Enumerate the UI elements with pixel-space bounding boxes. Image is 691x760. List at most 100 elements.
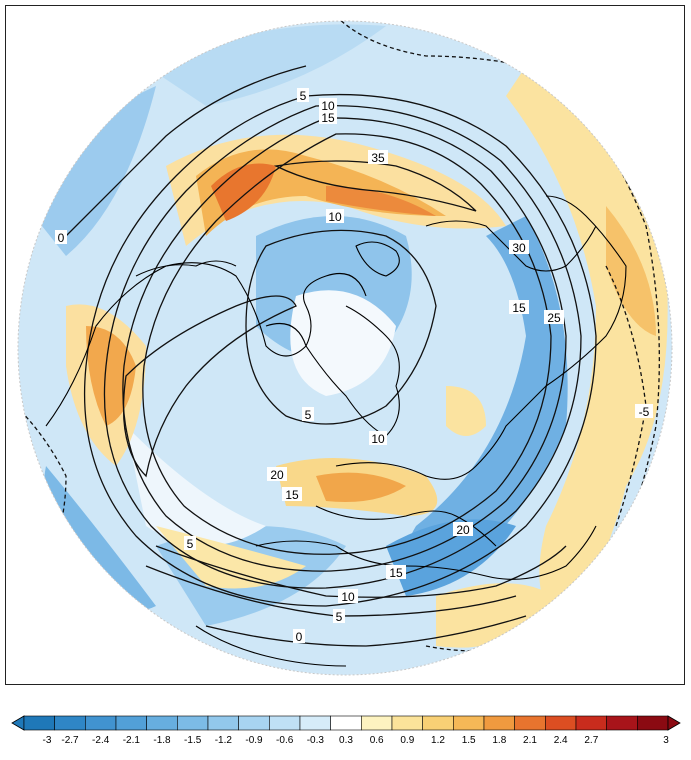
coastline-alaska [135,260,237,277]
contour-line [65,65,307,237]
colorbar-swatch [545,715,577,731]
contour-label-text: 15 [321,111,335,125]
contour-label: -5 [635,404,653,419]
contour-label: 30 [509,240,529,255]
colorbar-tick-label: -0.6 [276,735,294,746]
colorbar-tick-label: -2.7 [61,735,79,746]
contour-label: 5 [184,536,196,551]
colorbar-tick-label: -0.9 [245,735,263,746]
contour-label: 5 [302,407,314,422]
colorbar-tick-label: -2.1 [123,735,141,746]
contour-label-text: 35 [371,151,385,165]
contour-line [83,93,597,607]
colorbar-tick-label: -1.2 [215,735,233,746]
colorbar-swatch [146,715,178,731]
contour-label: 10 [338,589,358,604]
contour-line [122,295,297,478]
map-boundary [17,20,673,676]
colorbar-swatch [391,715,423,731]
coastline-africa [255,525,597,580]
contour-label: 25 [544,310,564,325]
contour-label: 0 [293,629,305,644]
contour-label-text: 10 [341,590,355,604]
colorbar-under-arrow [11,715,25,731]
pos-anomaly-pacific-core [211,163,276,221]
map-panel: 5 10 15 35 10 30 15 25 0 5 10 20 15 5 20… [5,5,685,685]
colorbar-tick-label: 1.5 [462,735,476,746]
colorbar-over-arrow [667,715,681,731]
pos-anomaly-europe-core [316,472,406,502]
colorbar-swatch [330,715,362,731]
contour-label: 5 [333,609,345,624]
colorbar-tick-label: 3 [663,735,669,746]
colorbar: -3 -2.7 -2.4 -2.1 -1.8 -1.5 -1.2 -0.9 -0.6 -0.3 0.… [10,712,682,752]
near-zero-atlantic [126,426,266,546]
neg-anomaly-sw [44,466,156,611]
contour-line [273,160,477,212]
colorbar-tick-labels: -3 -2.7 -2.4 -2.1 -1.8 -1.5 -1.2 -0.9 -0.6 -0.3 0.… [43,735,670,746]
contour-label-text: 20 [270,468,284,482]
contour-line [142,133,552,555]
colorbar-swatch [115,715,147,731]
colorbar-swatch [422,715,454,731]
colorbar-swatch [299,715,331,731]
contour-label: 15 [386,565,406,580]
contour-label: 10 [369,431,387,446]
colorbar-swatch [483,715,515,731]
pos-anomaly-pacific-core2 [326,186,436,216]
pos-anomaly-greenland [446,386,486,436]
colorbar-svg: -3 -2.7 -2.4 -2.1 -1.8 -1.5 -1.2 -0.9 -0.6 -0.3 0.… [11,715,681,746]
colorbar-tick-label: 2.7 [584,735,598,746]
colorbar-swatch [606,715,638,731]
colorbar-boxes [11,715,681,731]
colorbar-tick-label: -1.5 [184,735,202,746]
contour-labels: 5 10 15 35 10 30 15 25 0 5 10 20 15 5 20… [55,88,653,644]
contour-label-text: 10 [321,99,335,113]
colorbar-swatch [269,715,301,731]
contour-label-text: 15 [285,488,299,502]
contour-label: 15 [282,487,302,502]
colorbar-tick-label: -2.4 [92,735,110,746]
contour-label: 20 [453,522,473,537]
colorbar-tick-label: 0.3 [339,735,353,746]
contour-line [155,545,567,598]
contour-line-negative [18,405,67,567]
contour-label: 5 [297,88,309,103]
contour-line [245,229,437,425]
colorbar-swatch [453,715,485,731]
colorbar-swatch [85,715,117,731]
coastline-asia-east [425,220,597,272]
contour-label-text: 0 [58,231,65,245]
contour-label-text: 5 [187,537,194,551]
contour-label-text: 30 [512,241,526,255]
contour-label-text: 20 [456,523,470,537]
colorbar-swatch [637,715,669,731]
contour-label-text: 5 [336,610,343,624]
colorbar-tick-label: 1.8 [492,735,506,746]
contour-label-text: 10 [371,432,385,446]
contour-label: 15 [319,110,337,125]
contour-label: 10 [319,98,337,113]
colorbar-swatch [361,715,393,731]
colorbar-tick-label: 0.9 [400,735,414,746]
contour-label-text: 5 [305,408,312,422]
contour-label: 0 [55,230,67,245]
colorbar-swatch [207,715,239,731]
colorbar-swatch [238,715,270,731]
colorbar-tick-label: 2.1 [523,735,537,746]
colorbar-tick-label: 0.6 [370,735,384,746]
contour-label: 35 [368,150,388,165]
coastline-north-america [45,262,367,427]
contour-label-text: 10 [328,210,342,224]
contour-label-text: 15 [512,301,526,315]
contour-label-text: 0 [296,630,303,644]
contour-label: 15 [509,300,529,315]
contour-label: 10 [326,209,344,224]
colorbar-swatch [54,715,86,731]
polar-map: 5 10 15 35 10 30 15 25 0 5 10 20 15 5 20… [17,20,673,676]
coastline-europe-south [315,505,497,547]
pos-anomaly-east-edge [506,66,668,626]
anomaly-shading [18,21,672,675]
contour-label-text: 5 [300,89,307,103]
near-zero-pole [290,290,396,396]
